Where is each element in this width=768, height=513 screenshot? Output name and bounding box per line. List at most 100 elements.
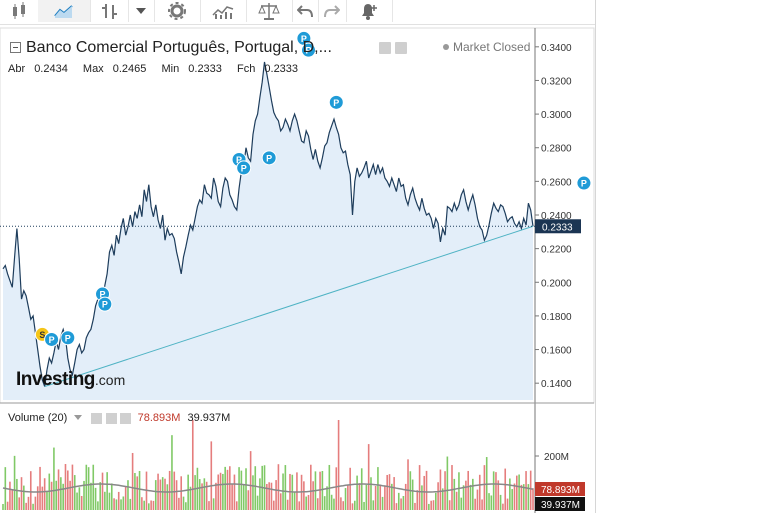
volume-bar [254,466,257,510]
volume-bar [404,483,407,510]
volume-bar [175,480,178,510]
volume-bar [340,497,342,510]
volume-bar [129,498,132,510]
min-value: 0.2333 [188,63,222,75]
max-label: Max [82,63,104,75]
volume-bar [83,480,85,510]
volume-bar [518,474,520,510]
volume-bar [55,480,58,510]
p-marker[interactable]: P [60,330,76,346]
volume-bar [36,486,39,510]
volume-bar [453,478,456,510]
volume-bar [483,465,486,510]
eye-icon[interactable] [379,42,391,54]
marker-label: P [305,46,311,56]
chart-canvas[interactable]: 0.3400 0.3200 0.3000 0.2800 0.2600 0.2400 0.22… [0,0,595,513]
volume-bar [60,477,62,510]
volume-bar [69,480,71,510]
p-marker[interactable]: P [328,94,344,110]
volume-bar [365,484,368,510]
volume-bar [97,501,99,510]
volume-bar [73,475,76,510]
p-marker[interactable]: P [236,160,252,176]
volume-bar [27,496,30,510]
volume-bar [527,484,530,510]
volume-bar [210,441,213,510]
volume-bar [488,493,490,510]
close-value: 0.2333 [264,63,299,75]
marker-circle [236,160,252,176]
volume-bar [437,482,439,510]
volume-bar [76,492,78,510]
volume-bar [41,486,44,510]
redo-button[interactable] [318,0,347,22]
volume-title: Volume (20) [8,412,68,424]
open-label: Abr [8,63,26,75]
volume-gear-icon[interactable] [105,412,117,424]
volume-bar [349,467,351,510]
marker-label: P [49,335,55,345]
volume-eye-icon[interactable] [91,412,103,424]
volume-bar [504,468,507,510]
volume-bar [115,499,118,510]
bar-chart-button[interactable] [90,0,129,22]
volume-bar [347,484,349,510]
alert-add-button[interactable] [346,0,393,22]
volume-bar [490,495,493,510]
marker-label: P [266,153,272,163]
chart-type-dropdown[interactable] [128,0,155,22]
volume-bar [460,497,463,510]
volume-bar [360,468,363,510]
max-readout: Max 0.2465 [83,63,153,75]
volume-bar [138,470,141,510]
volume-bar [117,491,120,510]
volume-bar [439,469,442,510]
chart-header: Banco Comercial Português, Portugal, D,.… [6,38,536,58]
volume-bar [321,471,324,510]
volume-bar [400,498,402,510]
volume-bar [425,470,428,510]
volume-bar [180,476,183,510]
area-chart-button[interactable] [38,0,91,22]
undo-button[interactable] [292,0,319,22]
marker-circle [328,94,344,110]
volume-bar [296,472,298,510]
chart-type-dropdown-icon [136,8,146,14]
volume-bar [113,498,115,510]
settings-button[interactable] [154,0,201,22]
volume-bar [136,476,139,510]
volume-bar [381,496,384,510]
volume-bar [522,484,525,510]
compare-button[interactable] [246,0,293,22]
p-marker[interactable]: P [301,42,317,58]
y-tick-label: 0.2600 [541,177,572,188]
volume-bar [402,496,405,510]
volume-bar [330,494,333,510]
bar-chart-icon [102,4,117,19]
volume-bar [286,499,289,510]
volume-bar [481,499,483,510]
indicators-button[interactable] [200,0,247,22]
compare-icon [258,3,280,20]
volume-bar [279,493,282,510]
redo-icon [324,5,340,18]
p-marker[interactable]: P [97,296,113,312]
volume-bar [451,465,453,510]
volume-bar [85,464,88,510]
volume-close-icon[interactable] [119,412,131,424]
gear-icon[interactable] [395,42,407,54]
marker-circle [576,175,592,191]
volume-dropdown-icon[interactable] [74,415,83,420]
volume-bar [474,498,476,510]
last-price-label: 0.2333 [542,222,573,233]
volume-bars [2,420,534,510]
collapse-icon[interactable] [10,42,21,53]
p-marker[interactable]: P [576,175,592,191]
p-marker[interactable]: P [261,150,277,166]
volume-bar [465,480,467,510]
p-marker[interactable]: P [44,331,60,347]
volume-bar [268,482,270,510]
volume-bar [495,472,497,510]
close-label: Fch [236,63,256,75]
volume-bar [532,488,534,510]
